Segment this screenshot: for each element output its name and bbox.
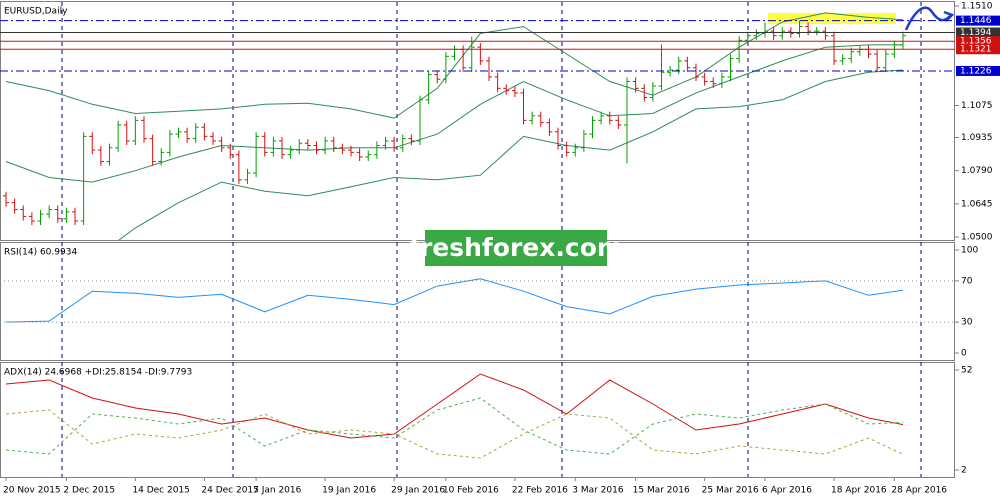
indicator-line bbox=[5, 278, 904, 323]
watermark-box bbox=[425, 230, 607, 266]
x-tick-label: 22 Feb 2016 bbox=[512, 486, 568, 496]
x-tick-label: 2 Dec 2015 bbox=[63, 486, 115, 496]
x-tick-label: 14 Dec 2015 bbox=[132, 486, 190, 496]
x-tick-label: 15 Mar 2016 bbox=[633, 486, 690, 496]
watermark: freshforex.com bbox=[409, 233, 623, 262]
level-label: 1.1446 bbox=[960, 16, 992, 26]
x-tick-label: 7 Jan 2016 bbox=[253, 486, 301, 496]
y-tick-label: 30 bbox=[961, 318, 973, 328]
bollinger-lower bbox=[118, 69, 904, 240]
level-label: 1.1226 bbox=[960, 66, 992, 76]
y-tick-label: 70 bbox=[961, 276, 973, 286]
level-label-box bbox=[956, 15, 1000, 26]
x-tick-label: 29 Jan 2016 bbox=[391, 486, 445, 496]
adx-panel bbox=[0, 362, 955, 478]
x-tick-label: 19 Jan 2016 bbox=[322, 486, 376, 496]
panel-title: EURUSD,Daily bbox=[4, 7, 68, 17]
level-label-box bbox=[956, 36, 1000, 47]
arrow-head bbox=[943, 10, 955, 22]
level-label: 1.1356 bbox=[960, 37, 992, 47]
indicator-line bbox=[5, 373, 904, 439]
y-tick-label: 1.0935 bbox=[961, 133, 993, 143]
x-tick-label: 24 Dec 2015 bbox=[201, 486, 259, 496]
x-tick-label: 28 Apr 2016 bbox=[891, 486, 947, 496]
level-label-box bbox=[956, 27, 1000, 38]
y-tick-label: 1.0500 bbox=[961, 233, 993, 243]
y-tick-label: 1.1510 bbox=[961, 2, 993, 12]
indicator-line bbox=[5, 409, 904, 459]
level-label-box bbox=[956, 44, 1000, 55]
plot-area bbox=[5, 373, 904, 459]
arrow bbox=[904, 6, 951, 31]
highlight bbox=[768, 13, 896, 24]
y-tick-label: 2 bbox=[961, 466, 967, 476]
panel-title: ADX(14) 24.6968 +DI:25.8154 -DI:9.7793 bbox=[4, 368, 192, 378]
x-tick-label: 6 Apr 2016 bbox=[762, 486, 812, 496]
y-tick-label: 100 bbox=[961, 246, 978, 256]
panel-title: RSI(14) 60.9934 bbox=[4, 248, 77, 258]
period-separators bbox=[61, 2, 922, 477]
level-label-box bbox=[956, 65, 1000, 76]
x-tick-label: 3 Mar 2016 bbox=[572, 486, 624, 496]
x-tick-label: 25 Mar 2016 bbox=[702, 486, 759, 496]
y-tick-label: 0 bbox=[961, 349, 967, 359]
bollinger-upper bbox=[5, 12, 904, 119]
y-tick-label: 1.0645 bbox=[961, 199, 993, 209]
y-tick-label: 1.1075 bbox=[961, 101, 993, 111]
level-label: 1.1321 bbox=[960, 45, 992, 55]
x-tick-label: 18 Apr 2016 bbox=[831, 486, 887, 496]
bollinger-middle bbox=[5, 44, 903, 183]
x-tick-label: 10 Feb 2016 bbox=[443, 486, 499, 496]
y-tick-label: 52 bbox=[961, 366, 972, 376]
level-label: 1.1394 bbox=[960, 28, 992, 38]
y-tick-label: 1.0790 bbox=[961, 166, 993, 176]
x-tick-label: 20 Nov 2015 bbox=[3, 486, 61, 496]
plot-area bbox=[5, 278, 904, 323]
